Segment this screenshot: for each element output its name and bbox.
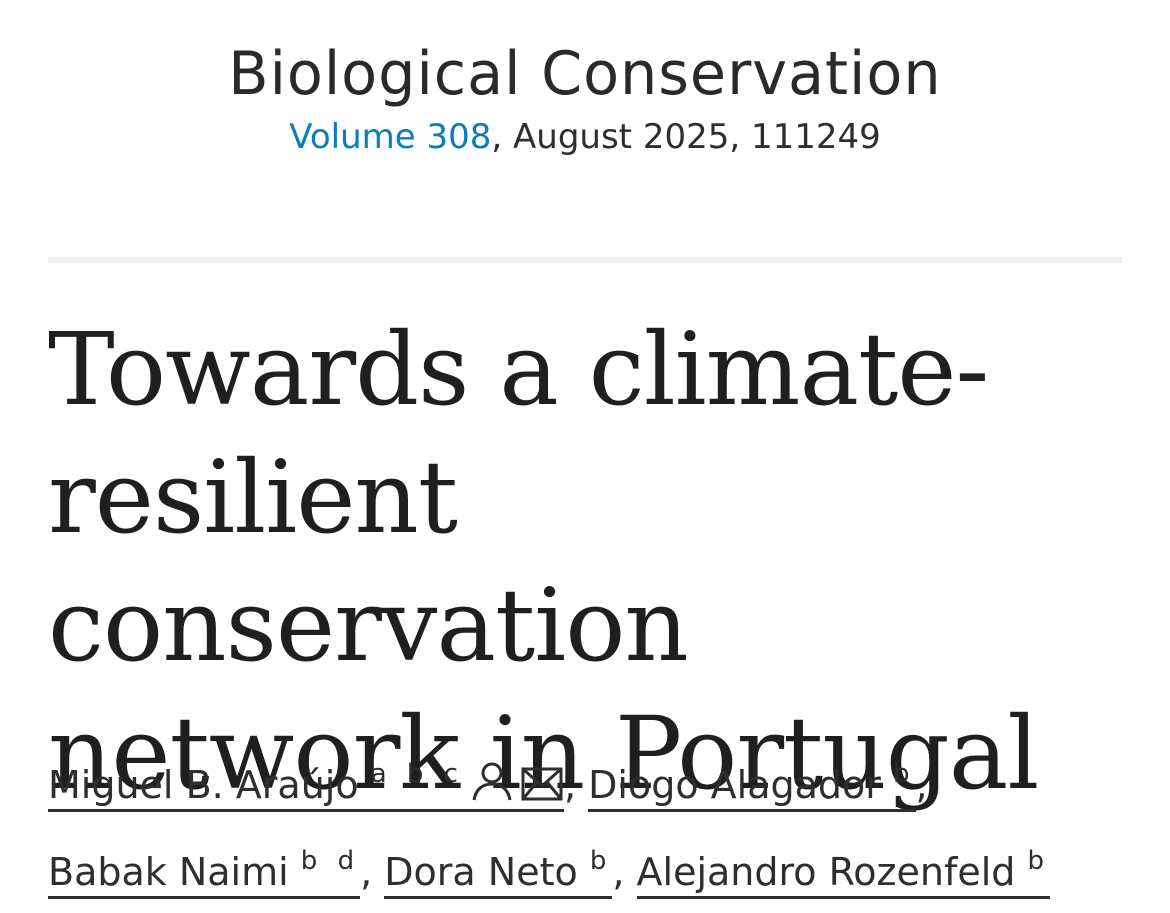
author-affiliations: b d [300,846,361,876]
author-separator: , [612,850,625,894]
author-link-alagador[interactable]: Diogo Alagador b [588,759,916,812]
author-link-rozenfeld[interactable]: Alejandro Rozenfeld b [636,846,1051,899]
author-link-naimi[interactable]: Babak Naimi b d [48,846,361,899]
issue-date-and-article-number: , August 2025, 111249 [491,117,881,157]
author-name: Babak Naimi [48,850,289,894]
author-name: Dora Neto [384,850,578,894]
author-separator: , [360,850,373,894]
author-link-neto[interactable]: Dora Neto b [384,846,613,899]
person-icon[interactable] [470,753,514,825]
author-link-araujo[interactable]: Miguel B. Araújo a b c [48,759,564,812]
author-affiliations: a b c [370,759,464,789]
journal-header: Biological Conservation Volume 308, Augu… [0,38,1170,160]
issue-info: Volume 308, August 2025, 111249 [0,114,1170,160]
journal-title-link[interactable]: Biological Conservation [228,39,942,109]
author-name: Diogo Alagador [588,763,881,807]
article-title: Towards a climate-resilient conservation… [48,311,1039,812]
author-name: Miguel B. Araújo [48,763,359,807]
header-divider [48,257,1122,263]
author-list: Miguel B. Araújo a b c, Diogo Alagador b… [48,738,1138,908]
author-affiliations: b [1027,846,1051,876]
author-affiliations: b [589,846,613,876]
author-separator: , [915,763,928,807]
author-separator: , [563,763,577,807]
envelope-icon[interactable] [520,753,564,825]
author-affiliations: b [893,759,916,789]
volume-link[interactable]: Volume 308 [289,117,492,157]
author-name: Alejandro Rozenfeld [636,850,1016,894]
